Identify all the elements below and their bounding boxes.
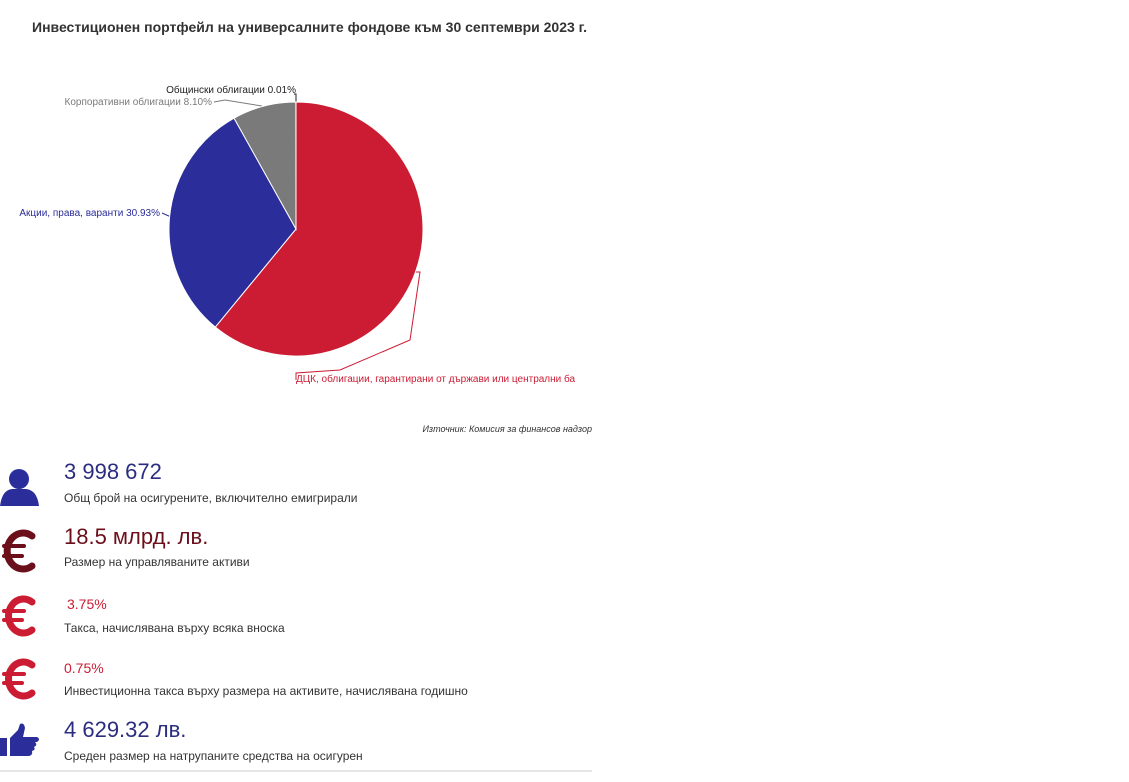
source: Източник: Комисия за финансов надзор	[422, 424, 592, 434]
stat-value: 4 629.32 лв.	[64, 717, 186, 742]
stat-value: 3.75%	[67, 596, 107, 612]
leader-line	[214, 100, 262, 106]
slice-label: Корпоративни облигации 8.10%	[65, 96, 213, 108]
slice-label-name: Акции, права, варанти	[19, 208, 123, 219]
slice-label-name: Корпоративни облигации	[65, 96, 181, 108]
stat-value: 0.75%	[64, 660, 104, 676]
stat-label: Такса, начислявана върху всяка вноска	[64, 621, 285, 635]
slice-label: Общински облигации 0.01%	[166, 84, 296, 96]
stat-value: 18.5 млрд. лв.	[64, 524, 208, 549]
stat-value: 3 998 672	[64, 459, 162, 484]
stat-label: Инвестиционна такса върху размера на акт…	[64, 684, 468, 698]
stat-label: Общ брой на осигурените, включително еми…	[64, 491, 357, 505]
slice-label-value: 0.01%	[268, 85, 296, 96]
slice-label: Акции, права, варанти 30.93%	[19, 208, 160, 219]
slice-label-name: Общински облигации	[166, 84, 265, 96]
slice-label-value: 30.93%	[126, 208, 160, 219]
slice-label: ДЦК, облигации, гарантирани от държави и…	[296, 373, 576, 385]
stat-label: Размер на управляваните активи	[64, 555, 250, 569]
slice-label-value: 8.10%	[184, 97, 212, 108]
chart-title: Инвестиционен портфейл на универсалните …	[32, 19, 587, 35]
thumb-icon	[0, 724, 39, 757]
slice-label-name: ДЦК, облигации, гарантирани от държави и…	[296, 373, 576, 385]
euro-icon	[4, 533, 32, 696]
stat-label: Среден размер на натрупаните средства на…	[64, 749, 363, 763]
person-icon	[0, 469, 39, 506]
